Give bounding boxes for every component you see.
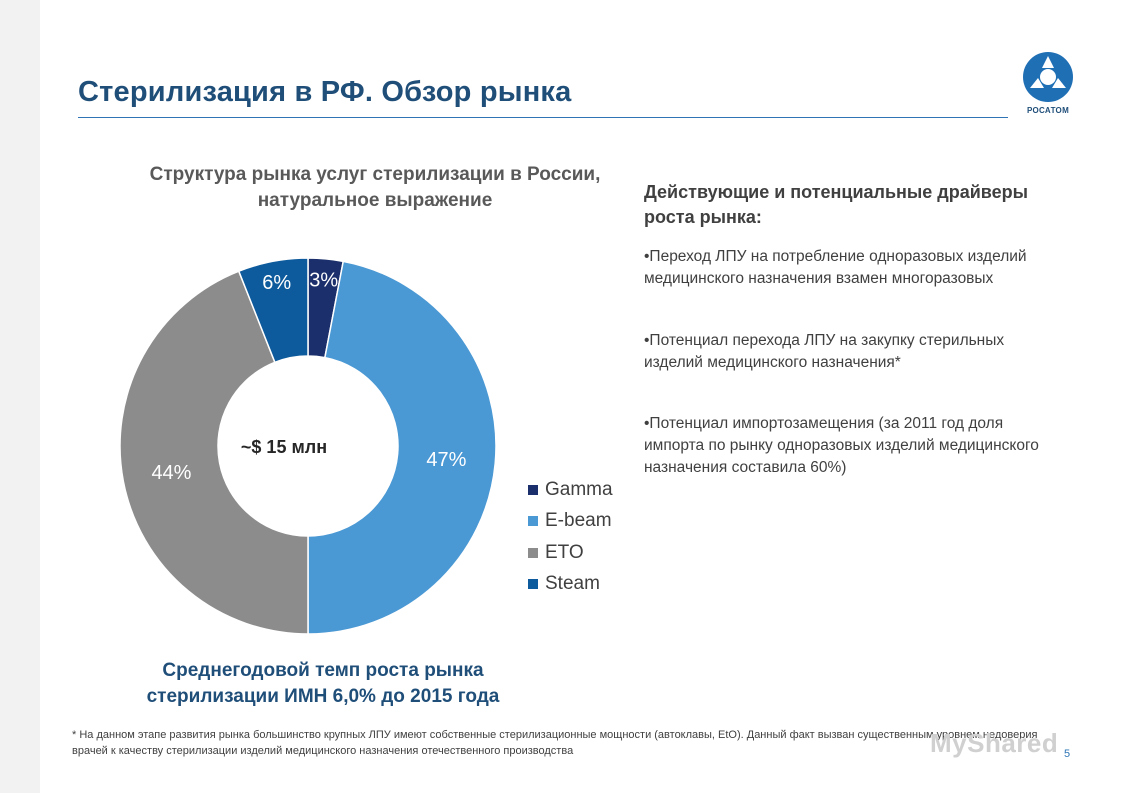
driver-item: •Потенциал импортозамещения (за 2011 год… xyxy=(644,415,1039,476)
left-margin-strip xyxy=(0,0,40,793)
slice-steam xyxy=(237,257,309,364)
chart-title: Структура рынка услуг стерилизации в Рос… xyxy=(149,164,601,211)
legend-item: Gamma xyxy=(528,474,613,506)
slice-eto xyxy=(119,270,309,635)
logo-text: РОСАТОМ xyxy=(1026,106,1070,115)
legend-item: E-beam xyxy=(528,506,613,538)
legend-swatch xyxy=(528,547,538,558)
growth-rate-note: Среднегодовой темп роста рынка стерилиза… xyxy=(146,660,500,707)
rosatom-logo: РОСАТОМ xyxy=(1018,50,1078,122)
driver-item: •Переход ЛПУ на потребление одноразовых … xyxy=(644,248,1027,287)
slice-label: 47% xyxy=(426,449,466,471)
drivers-heading: Действующие и потенциальные драйверы рос… xyxy=(644,182,1028,227)
title-underline xyxy=(78,117,1008,118)
legend-label: ETO xyxy=(545,541,584,563)
legend-label: Gamma xyxy=(545,478,613,500)
legend-swatch xyxy=(528,516,538,527)
slice-label: 3% xyxy=(309,270,338,292)
slice-e-beam xyxy=(307,260,497,635)
slice-label: 6% xyxy=(262,272,291,294)
center-value-label: ~$ 15 млн xyxy=(241,437,327,457)
slice-label: 44% xyxy=(151,462,191,484)
legend-item: ETO xyxy=(528,537,613,569)
market-structure-donut-chart: 3% 47% 44% 6% ~$ 15 млн xyxy=(119,257,497,635)
legend-swatch xyxy=(528,579,538,590)
slide-title: Стерилизация в РФ. Обзор рынка xyxy=(78,76,572,108)
chart-legend: Gamma E-beam ETO Steam xyxy=(528,474,613,600)
footnote: * На данном этапе развития рынка большин… xyxy=(72,729,1038,757)
page-number: 5 xyxy=(1064,748,1071,760)
legend-swatch xyxy=(528,484,538,495)
rosatom-emblem-icon xyxy=(1023,52,1073,102)
legend-label: E-beam xyxy=(545,510,612,532)
legend-label: Steam xyxy=(545,573,600,595)
legend-item: Steam xyxy=(528,569,613,601)
watermark: MyShared xyxy=(930,728,1059,758)
driver-item: •Потенциал перехода ЛПУ на закупку стери… xyxy=(644,332,1005,371)
